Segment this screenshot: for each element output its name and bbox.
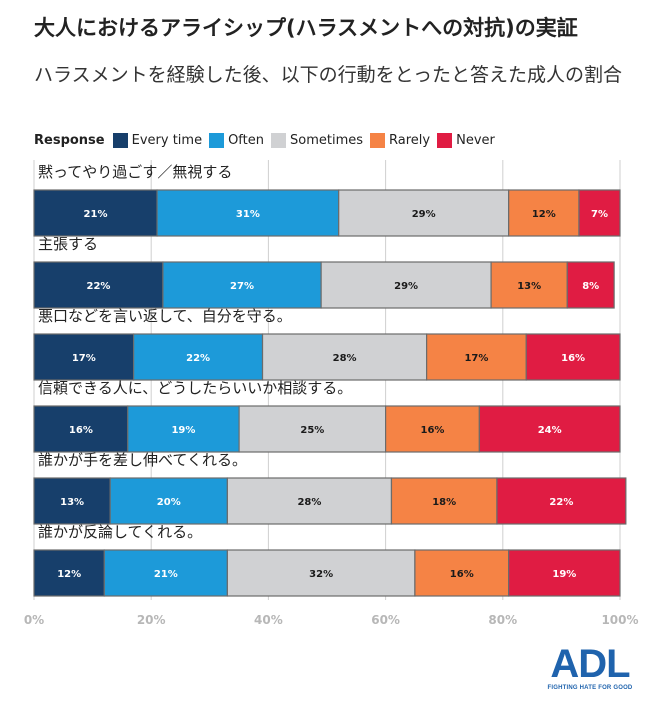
bar-segment bbox=[578, 189, 621, 237]
bar-segment bbox=[508, 189, 580, 237]
data-label: 7% bbox=[591, 209, 608, 220]
bar-segment bbox=[103, 549, 228, 597]
legend-item-never: Never bbox=[437, 132, 495, 148]
legend-swatch-every-time bbox=[112, 132, 128, 148]
data-label: 16% bbox=[69, 425, 93, 436]
chart-subtitle: ハラスメントを経験した後、以下の行動をとったと答えた成人の割合 bbox=[34, 64, 623, 86]
bar-segment bbox=[320, 261, 492, 309]
bar-segment bbox=[426, 333, 527, 381]
category-label: 主張する bbox=[38, 235, 98, 253]
legend: Response Every time Often Sometimes Rare… bbox=[34, 132, 502, 148]
legend-item-sometimes: Sometimes bbox=[271, 132, 364, 148]
x-tick-label: 60% bbox=[371, 613, 400, 627]
x-tick-label: 20% bbox=[137, 613, 166, 627]
data-label: 22% bbox=[186, 353, 210, 364]
x-tick-label: 0% bbox=[24, 613, 44, 627]
bar-segment bbox=[33, 333, 135, 381]
data-label: 12% bbox=[532, 209, 556, 220]
data-label: 29% bbox=[412, 209, 436, 220]
bar-segment bbox=[33, 477, 111, 525]
category-label: 悪口などを言い返して、自分を守る。 bbox=[38, 307, 292, 325]
data-label: 16% bbox=[450, 569, 474, 580]
data-label: 31% bbox=[236, 209, 260, 220]
adl-logo: ADL FIGHTING HATE FOR GOOD bbox=[542, 644, 638, 691]
data-label: 27% bbox=[230, 281, 254, 292]
category-label: 信頼できる人に、どうしたらいいか相談する。 bbox=[38, 379, 352, 397]
data-label: 19% bbox=[171, 425, 195, 436]
data-label: 12% bbox=[57, 569, 81, 580]
bar-segment bbox=[226, 477, 393, 525]
bar-segment bbox=[496, 477, 627, 525]
bar-segment bbox=[127, 405, 240, 453]
data-label: 16% bbox=[561, 353, 585, 364]
data-label: 16% bbox=[421, 425, 445, 436]
data-label: 28% bbox=[333, 353, 357, 364]
data-label: 22% bbox=[549, 497, 573, 508]
data-label: 13% bbox=[517, 281, 541, 292]
legend-swatch-sometimes bbox=[271, 132, 286, 148]
data-label: 22% bbox=[86, 281, 110, 292]
legend-title: Response bbox=[34, 132, 105, 148]
data-label: 28% bbox=[297, 497, 321, 508]
bar-segment bbox=[525, 333, 621, 381]
data-label: 18% bbox=[432, 497, 456, 508]
bar-segment bbox=[414, 549, 510, 597]
data-label: 8% bbox=[582, 281, 599, 292]
bar-segment bbox=[33, 189, 158, 237]
bar-segment bbox=[390, 477, 498, 525]
data-label: 21% bbox=[84, 209, 108, 220]
data-label: 24% bbox=[538, 425, 562, 436]
bar-segment bbox=[478, 405, 621, 453]
legend-label-never: Never bbox=[456, 132, 495, 148]
legend-label-every-time: Every time bbox=[131, 132, 203, 148]
data-label: 32% bbox=[309, 569, 333, 580]
bar-segment bbox=[33, 261, 164, 309]
x-tick-label: 100% bbox=[601, 613, 638, 627]
legend-label-often: Often bbox=[228, 132, 264, 148]
data-label: 13% bbox=[60, 497, 84, 508]
data-label: 21% bbox=[154, 569, 178, 580]
legend-label-rarely: Rarely bbox=[389, 132, 431, 148]
legend-label-sometimes: Sometimes bbox=[290, 132, 364, 148]
bar-segment bbox=[133, 333, 264, 381]
bar-segment bbox=[238, 405, 387, 453]
bar-segment bbox=[226, 549, 416, 597]
category-label: 黙ってやり過ごす／無視する bbox=[38, 163, 232, 181]
x-tick-label: 80% bbox=[488, 613, 517, 627]
data-label: 17% bbox=[72, 353, 96, 364]
bar-segment bbox=[566, 261, 615, 309]
legend-item-every-time: Every time bbox=[112, 132, 203, 148]
data-label: 25% bbox=[300, 425, 324, 436]
bar-segment bbox=[261, 333, 428, 381]
bar-segment bbox=[162, 261, 322, 309]
data-label: 29% bbox=[394, 281, 418, 292]
legend-swatch-often bbox=[209, 132, 225, 148]
data-label: 20% bbox=[157, 497, 181, 508]
stacked-bar-chart: 0% 20% 40% 60% 80% 100% 黙ってやり過ごす／無視する 21% 31% 29%… bbox=[24, 160, 639, 627]
bar-segment bbox=[490, 261, 568, 309]
data-label: 19% bbox=[552, 569, 576, 580]
legend-item-rarely: Rarely bbox=[370, 132, 431, 148]
data-label: 17% bbox=[464, 353, 488, 364]
logo-mark: ADL bbox=[550, 642, 630, 686]
category-label: 誰かが手を差し伸べてくれる。 bbox=[38, 451, 247, 469]
bar-segment bbox=[508, 549, 621, 597]
category-label: 誰かが反論してくれる。 bbox=[38, 523, 202, 541]
legend-swatch-never bbox=[437, 132, 453, 148]
bar-segment bbox=[33, 549, 105, 597]
x-tick-label: 40% bbox=[254, 613, 283, 627]
chart-title: 大人におけるアライシップ(ハラスメントへの対抗)の実証 bbox=[34, 16, 578, 40]
legend-item-often: Often bbox=[209, 132, 264, 148]
legend-swatch-rarely bbox=[370, 132, 386, 148]
logo-tagline: FIGHTING HATE FOR GOOD bbox=[547, 685, 633, 691]
